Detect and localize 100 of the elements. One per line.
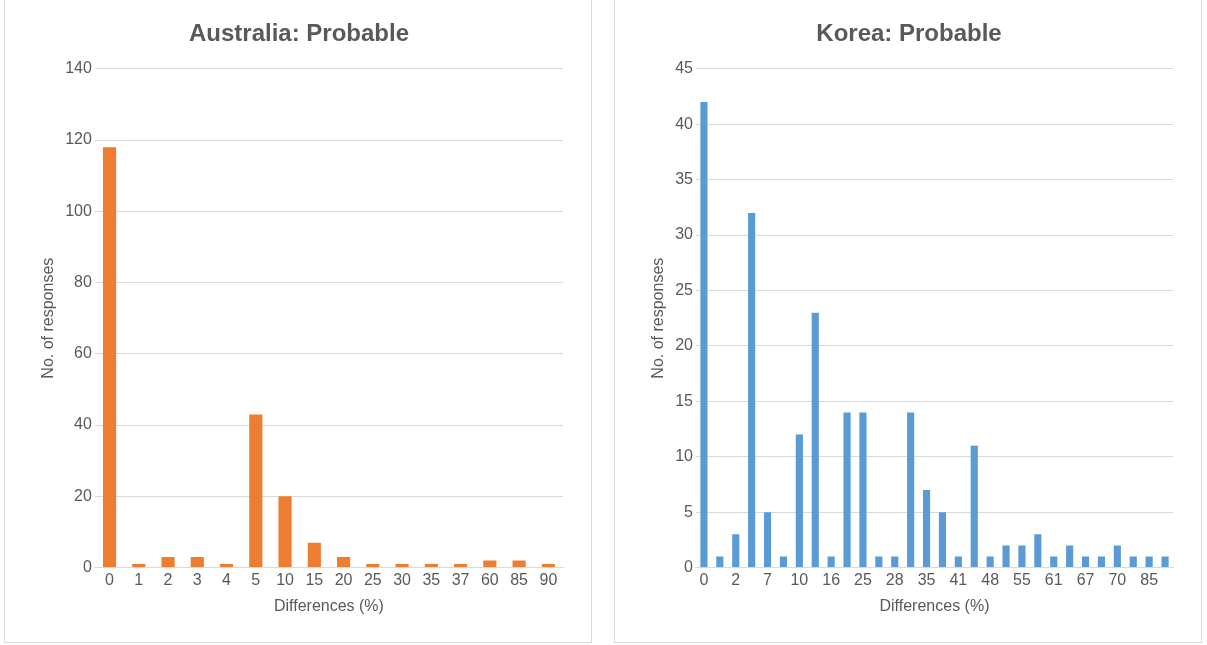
- bar: [512, 560, 526, 568]
- x-tick-label: 85: [1140, 570, 1159, 588]
- bar: [938, 512, 947, 568]
- bar: [336, 556, 351, 568]
- x-tick-label: 10: [276, 570, 295, 588]
- x-tick-label: 55: [1013, 570, 1031, 588]
- y-tick-label: 80: [74, 272, 92, 290]
- chart-title: Australia: Probable: [188, 19, 410, 47]
- x-tick-label: 20: [334, 570, 353, 588]
- bar: [454, 564, 468, 568]
- bar: [395, 564, 409, 568]
- y-tick-label: 25: [675, 280, 694, 298]
- bar: [1002, 545, 1010, 568]
- y-tick-label: 100: [65, 201, 92, 219]
- x-tick-label: 61: [1044, 570, 1063, 588]
- x-tick-label: 10: [790, 570, 809, 588]
- bar: [779, 556, 788, 568]
- bar: [1050, 556, 1058, 568]
- x-tick-label: 85: [510, 570, 529, 588]
- bar: [190, 556, 204, 568]
- x-tick-label: 2: [163, 570, 173, 588]
- bar: [1097, 556, 1106, 568]
- bar: [1129, 556, 1137, 568]
- x-axis-title: Differences (%): [879, 596, 990, 614]
- x-tick-label: 35: [422, 570, 441, 588]
- y-tick-label: 5: [684, 502, 694, 520]
- y-tick-label: 45: [675, 59, 694, 77]
- bar: [1161, 556, 1169, 568]
- y-tick-label: 20: [675, 336, 694, 354]
- bar: [891, 556, 899, 568]
- y-tick-label: 140: [65, 59, 92, 77]
- y-tick-label: 0: [684, 558, 694, 576]
- bar: [748, 212, 756, 568]
- bar: [875, 556, 883, 568]
- x-tick-label: 60: [480, 570, 499, 588]
- bar: [811, 312, 819, 568]
- x-tick-label: 30: [393, 570, 412, 588]
- bar: [278, 496, 292, 568]
- x-tick-label: 0: [105, 570, 115, 588]
- y-tick-label: 15: [675, 391, 694, 409]
- bar: [1034, 534, 1042, 568]
- bar: [732, 534, 740, 568]
- bar: [795, 434, 803, 568]
- x-tick-label: 90: [539, 570, 558, 588]
- bar: [102, 147, 117, 568]
- bar: [954, 556, 962, 568]
- bar: [827, 556, 835, 568]
- x-tick-label: 4: [222, 570, 232, 588]
- x-tick-label: 0: [699, 570, 709, 588]
- y-tick-label: 30: [675, 225, 694, 243]
- y-tick-label: 10: [675, 447, 694, 465]
- bar: [161, 556, 175, 568]
- y-tick-label: 35: [675, 170, 694, 188]
- x-tick-label: 3: [192, 570, 202, 588]
- x-tick-label: 2: [731, 570, 741, 588]
- bar: [1145, 556, 1153, 568]
- bar: [219, 564, 234, 568]
- bar: [859, 412, 867, 568]
- bar: [424, 564, 438, 568]
- x-tick-label: 41: [949, 570, 968, 588]
- bar: [1018, 545, 1026, 568]
- bar: [1066, 545, 1074, 568]
- chart-title: Korea: Probable: [816, 19, 1002, 47]
- bar: [307, 542, 321, 568]
- y-tick-label: 120: [65, 130, 92, 148]
- bar: [922, 490, 931, 568]
- bar: [907, 412, 915, 568]
- x-axis-title: Differences (%): [273, 596, 384, 614]
- bar: [843, 412, 851, 568]
- bar: [132, 564, 146, 568]
- x-tick-label: 1: [134, 570, 144, 588]
- bar: [541, 564, 555, 568]
- bar: [1113, 545, 1121, 568]
- x-tick-label: 35: [917, 570, 936, 588]
- x-tick-label: 70: [1108, 570, 1127, 588]
- y-axis-title: No. of responses: [649, 257, 667, 379]
- y-axis-title: No. of responses: [39, 257, 57, 379]
- bar: [716, 556, 724, 568]
- bar: [986, 556, 994, 568]
- x-tick-label: 15: [305, 570, 324, 588]
- x-tick-label: 28: [885, 570, 904, 588]
- y-tick-label: 0: [82, 558, 92, 576]
- x-tick-label: 48: [981, 570, 1000, 588]
- x-tick-label: 67: [1076, 570, 1095, 588]
- x-tick-label: 25: [854, 570, 872, 588]
- y-tick-label: 40: [675, 114, 694, 132]
- bar: [1081, 556, 1090, 568]
- y-tick-label: 20: [74, 486, 92, 504]
- bar: [970, 445, 978, 568]
- y-tick-label: 40: [74, 415, 92, 433]
- y-tick-label: 60: [74, 344, 92, 362]
- bar: [763, 512, 772, 568]
- x-tick-label: 5: [251, 570, 261, 588]
- bar: [483, 560, 497, 568]
- x-tick-label: 7: [763, 570, 773, 588]
- x-tick-label: 16: [822, 570, 841, 588]
- x-tick-label: 37: [451, 570, 470, 588]
- bar: [249, 414, 263, 568]
- bar: [700, 102, 708, 568]
- bar: [366, 564, 380, 568]
